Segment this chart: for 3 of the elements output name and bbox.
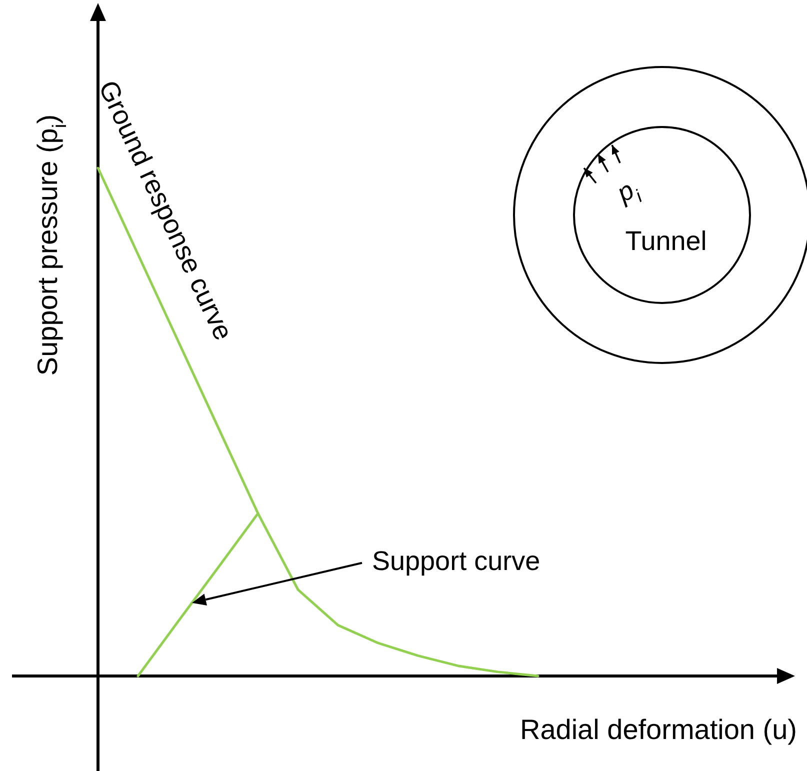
x-axis-title: Radial deformation (u) xyxy=(520,714,797,746)
text: Tunnel xyxy=(625,226,707,256)
text: Support curve xyxy=(372,546,540,576)
